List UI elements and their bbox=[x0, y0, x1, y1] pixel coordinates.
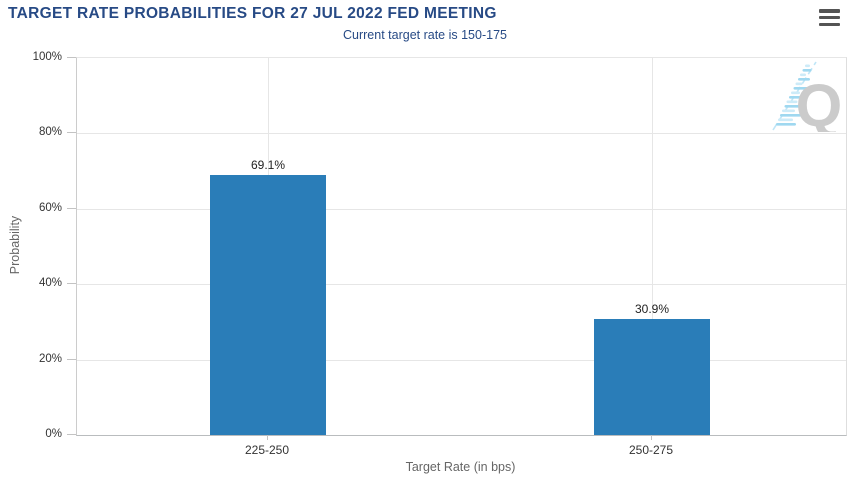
y-tick-mark bbox=[67, 434, 76, 435]
bar-value-label: 30.9% bbox=[634, 301, 670, 316]
y-axis-title: Probability bbox=[8, 215, 22, 275]
hamburger-icon bbox=[819, 15, 840, 20]
quikstrike-q-logo: Q bbox=[772, 61, 843, 132]
y-tick-label: 80% bbox=[38, 126, 62, 139]
y-tick-label: 40% bbox=[38, 277, 62, 290]
y-tick-label: 100% bbox=[32, 51, 62, 63]
y-tick-mark bbox=[67, 358, 76, 360]
x-axis-title: Target Rate (in bps) bbox=[405, 460, 516, 474]
x-tick-label: 225-250 bbox=[244, 443, 290, 457]
gridline-60 bbox=[77, 208, 846, 210]
bar-group-225-250: 69.1% bbox=[210, 58, 326, 435]
bar-group-250-275: 30.9% bbox=[594, 58, 710, 435]
bar-250-275[interactable] bbox=[594, 318, 710, 435]
bar-value-label: 69.1% bbox=[250, 157, 286, 172]
y-axis: 100% 80% 60% 40% 20% 0% bbox=[0, 51, 76, 440]
logo-swoosh-icon bbox=[772, 61, 817, 131]
gridline-category-2 bbox=[652, 58, 653, 435]
hamburger-icon bbox=[819, 22, 840, 26]
chart-subtitle: Current target rate is 150-175 bbox=[343, 28, 507, 42]
hamburger-icon bbox=[819, 9, 840, 13]
y-tick-label: 20% bbox=[38, 352, 62, 365]
y-tick-mark bbox=[67, 283, 76, 285]
x-tick-label: 250-275 bbox=[628, 443, 674, 457]
chart-context-menu-button[interactable] bbox=[819, 8, 841, 27]
x-tick-mark bbox=[651, 435, 652, 440]
bar-225-250[interactable] bbox=[210, 174, 326, 435]
gridline-20 bbox=[77, 359, 846, 361]
y-tick-mark bbox=[67, 132, 76, 134]
y-tick-label: 60% bbox=[38, 201, 62, 214]
y-tick-mark bbox=[67, 57, 76, 58]
x-tick-mark bbox=[267, 435, 268, 440]
gridline-40 bbox=[77, 284, 846, 286]
y-tick-label: 0% bbox=[45, 428, 62, 440]
chart-title: TARGET RATE PROBABILITIES FOR 27 JUL 202… bbox=[8, 5, 497, 22]
logo-q-letter: Q bbox=[796, 72, 843, 132]
plot-area: Q 69.1% 30.9% bbox=[76, 57, 847, 436]
y-tick-mark bbox=[67, 207, 76, 209]
gridline-80 bbox=[77, 133, 846, 135]
